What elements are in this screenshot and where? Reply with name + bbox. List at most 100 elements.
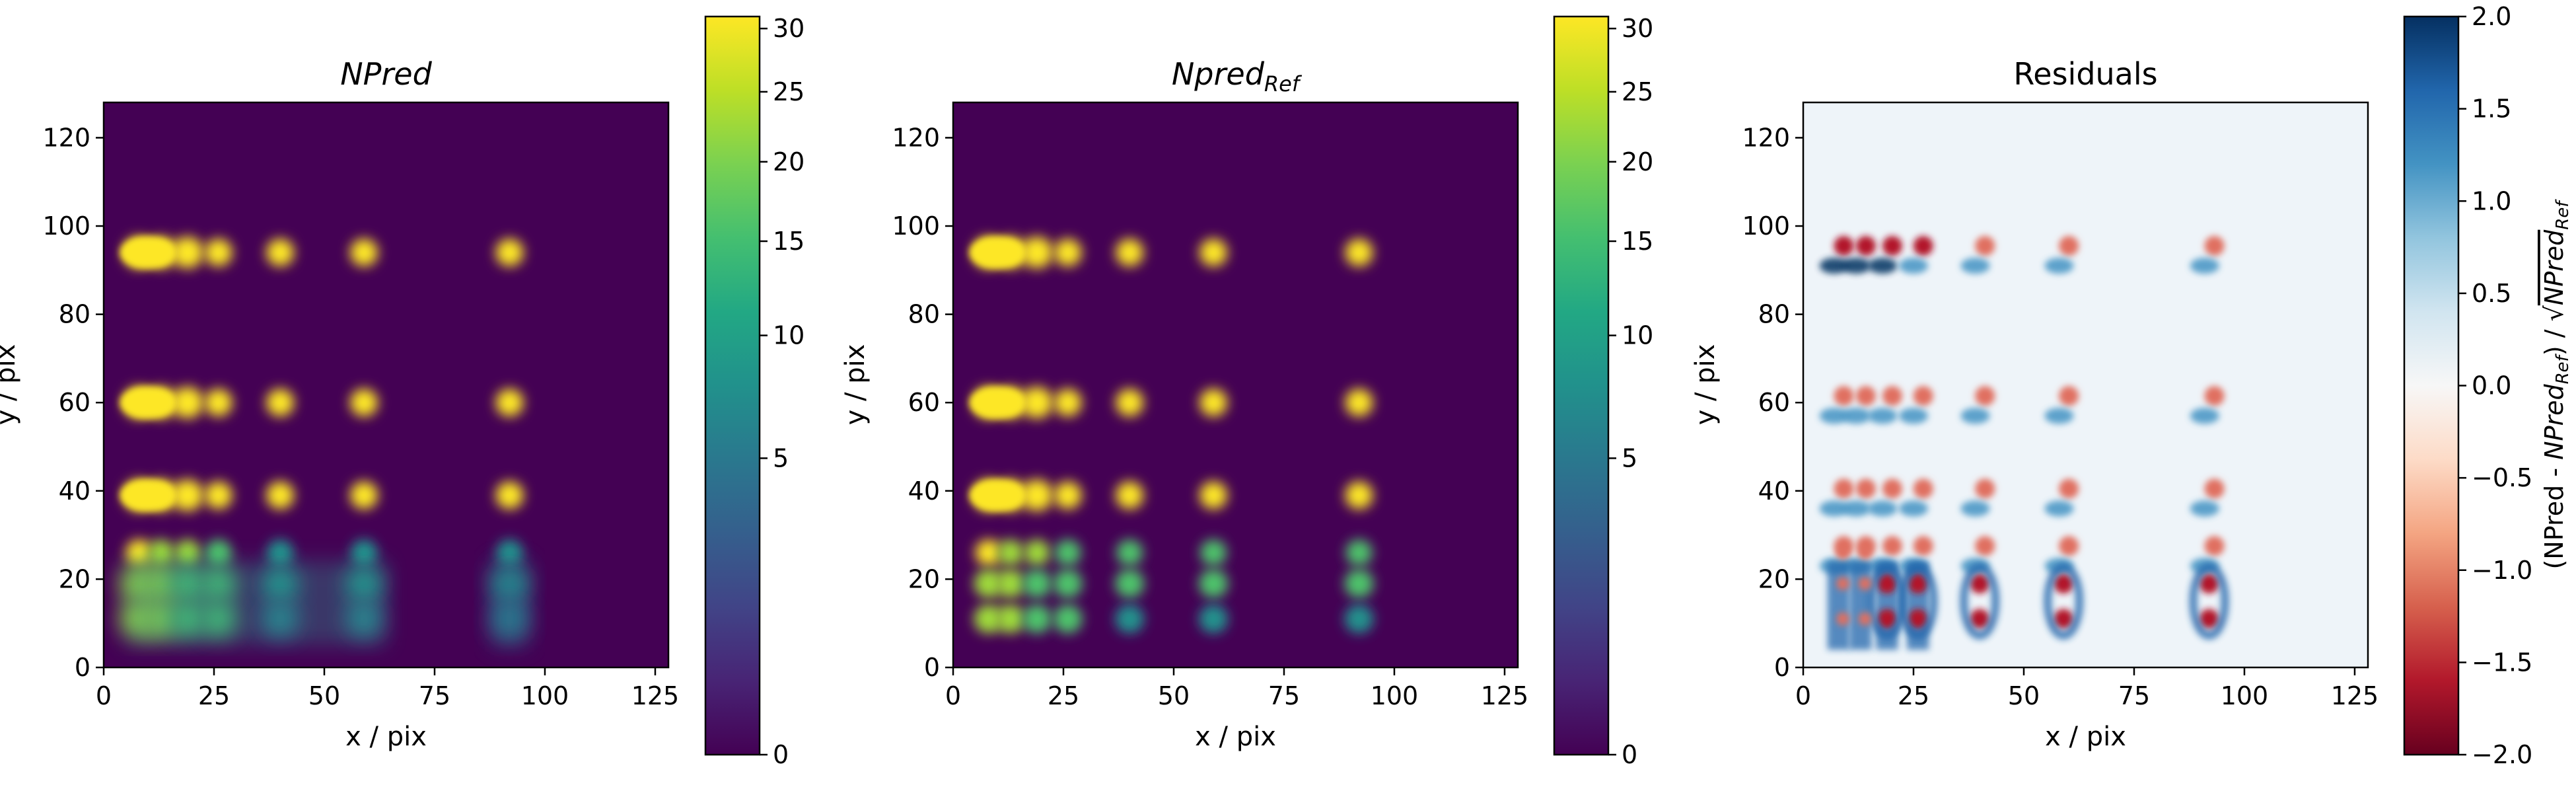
residual-negative-ring bbox=[2044, 562, 2084, 640]
x-tick-label: 125 bbox=[2331, 681, 2379, 710]
residual-positive bbox=[1877, 609, 1897, 629]
residual-negative bbox=[1868, 500, 1898, 517]
x-tick-label: 50 bbox=[2008, 681, 2040, 710]
source-core bbox=[969, 237, 1025, 269]
colorbar-tick-label: 10 bbox=[773, 321, 805, 350]
y-tick-label: 80 bbox=[59, 300, 90, 329]
source-blob bbox=[1116, 539, 1143, 566]
source-blob bbox=[1054, 239, 1082, 267]
source-blob bbox=[266, 389, 295, 417]
y-tick-label: 60 bbox=[59, 388, 90, 417]
residual-positive bbox=[1836, 577, 1850, 591]
residuals-x-ticks: 0 25 50 75 100 125 bbox=[1795, 667, 2379, 710]
residual-positive bbox=[2204, 536, 2225, 556]
source-blob bbox=[1199, 481, 1228, 510]
y-tick-label: 0 bbox=[75, 653, 90, 682]
colorbar-tick-label: 15 bbox=[1622, 227, 1653, 256]
source-blob bbox=[1345, 239, 1373, 267]
residual-positive bbox=[1882, 236, 1902, 256]
source-blob bbox=[171, 237, 203, 269]
y-tick-label: 40 bbox=[1758, 476, 1790, 506]
residual-positive bbox=[1970, 574, 1990, 594]
npred-axes-frame bbox=[102, 101, 670, 669]
diffuse-emission bbox=[125, 561, 386, 646]
source-blob bbox=[1344, 604, 1374, 634]
residuals-y-ticks: 0 20 40 60 80 100 120 bbox=[1742, 123, 1803, 682]
source-core bbox=[120, 387, 176, 419]
x-tick-label: 0 bbox=[1795, 681, 1811, 710]
x-tick-label: 50 bbox=[308, 681, 340, 710]
residual-negative bbox=[2190, 408, 2219, 424]
residual-positive bbox=[1858, 577, 1872, 591]
source-blob bbox=[997, 539, 1024, 566]
colorbar-tick-label: 5 bbox=[1622, 443, 1637, 472]
y-tick-label: 20 bbox=[59, 564, 90, 593]
npred-y-label: y / pix bbox=[0, 344, 21, 426]
source-blob bbox=[1345, 481, 1373, 510]
residual-positive bbox=[1913, 236, 1933, 256]
residual-positive bbox=[1975, 236, 1995, 256]
source-blob bbox=[1020, 479, 1053, 511]
source-blob bbox=[1345, 389, 1373, 417]
y-tick-label: 120 bbox=[1742, 123, 1790, 152]
colorbar-tick-label: 30 bbox=[773, 14, 805, 43]
residuals-colorbar bbox=[2403, 15, 2460, 756]
source-blob bbox=[495, 239, 524, 267]
residual-positive bbox=[1882, 536, 1902, 556]
residual-positive bbox=[1975, 536, 1995, 556]
y-tick-label: 100 bbox=[1742, 211, 1790, 241]
residual-negative bbox=[1819, 408, 1849, 424]
residual-positive bbox=[1908, 609, 1928, 629]
residual-negative bbox=[1842, 258, 1871, 274]
residual-negative-ring bbox=[2189, 562, 2229, 640]
source-blob bbox=[266, 481, 295, 510]
x-tick-label: 0 bbox=[96, 681, 112, 710]
source-blob bbox=[995, 604, 1025, 634]
residual-positive bbox=[2059, 478, 2079, 499]
source-blob bbox=[1054, 389, 1082, 417]
source-blob bbox=[1116, 239, 1144, 267]
source-core bbox=[120, 237, 176, 269]
residual-positive bbox=[1975, 478, 1995, 499]
y-tick-label: 120 bbox=[892, 123, 940, 152]
x-tick-label: 100 bbox=[2221, 681, 2269, 710]
source-blob bbox=[1022, 604, 1052, 634]
x-tick-label: 125 bbox=[631, 681, 680, 710]
residual-positive bbox=[2059, 536, 2079, 556]
residual-positive bbox=[2059, 236, 2079, 256]
npred-ref-x-label: x / pix bbox=[1195, 722, 1276, 752]
y-tick-label: 40 bbox=[908, 476, 940, 506]
npred-ref-image bbox=[969, 237, 1374, 634]
npred-ref-y-ticks: 0 20 40 60 80 100 120 bbox=[892, 123, 953, 682]
x-tick-label: 0 bbox=[945, 681, 961, 710]
residual-positive bbox=[2204, 478, 2225, 499]
colorbar-tick-label: 5 bbox=[773, 443, 789, 472]
residual-positive bbox=[1855, 478, 1876, 499]
residual-positive bbox=[1834, 478, 1854, 499]
source-blob bbox=[1053, 569, 1083, 599]
x-tick-label: 25 bbox=[1048, 681, 1079, 710]
source-blob bbox=[974, 569, 1003, 599]
diffuse-emission bbox=[491, 561, 528, 646]
source-blob bbox=[1199, 389, 1228, 417]
npred-ref-colorbar bbox=[1553, 15, 1610, 756]
source-blob bbox=[495, 389, 524, 417]
source-blob bbox=[1116, 389, 1144, 417]
x-tick-label: 100 bbox=[521, 681, 569, 710]
source-blob bbox=[174, 539, 201, 566]
residuals-axes-frame bbox=[1802, 101, 2369, 669]
x-tick-label: 50 bbox=[1158, 681, 1190, 710]
residual-negative bbox=[1868, 258, 1898, 274]
source-blob bbox=[496, 539, 523, 566]
residual-negative bbox=[2190, 500, 2219, 517]
colorbar-tick-label: 0 bbox=[773, 740, 789, 769]
y-tick-label: 0 bbox=[924, 653, 940, 682]
source-blob bbox=[147, 539, 174, 566]
colorbar-tick-label: 20 bbox=[773, 147, 805, 176]
source-blob bbox=[1344, 569, 1374, 599]
colorbar-tick-label: −2.0 bbox=[2472, 740, 2532, 769]
source-core bbox=[969, 479, 1025, 511]
